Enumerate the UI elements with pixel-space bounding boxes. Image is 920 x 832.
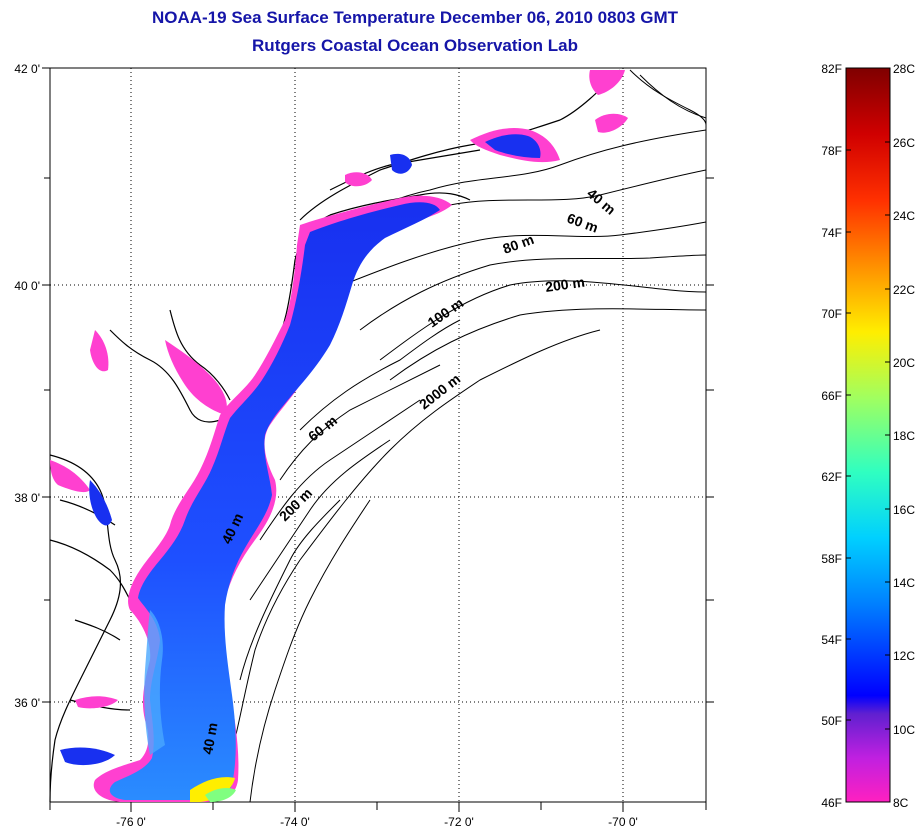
- colorbar-label-f: 58F: [821, 552, 842, 566]
- lon-label: -72 0': [444, 815, 474, 829]
- colorbar-label-f: 82F: [821, 62, 842, 76]
- lat-label: 40 0': [14, 279, 40, 293]
- isobath-contours: [229, 69, 707, 803]
- isobath-label: 40 m: [199, 721, 220, 755]
- tick-marks: [42, 67, 714, 812]
- colorbar-label-f: 46F: [821, 796, 842, 810]
- sst-shading: [50, 70, 628, 803]
- colorbar-label-f: 74F: [821, 226, 842, 240]
- colorbar-ticks: [846, 141, 890, 730]
- colorbar-label-c: 8C: [893, 796, 909, 810]
- colorbar-celsius-labels: 28C 26C 24C 22C 20C 18C 16C 14C 12C 10C …: [893, 62, 915, 810]
- colorbar: 82F 78F 74F 70F 66F 62F 58F 54F 50F 46F …: [821, 62, 915, 810]
- colorbar-label-c: 26C: [893, 136, 915, 150]
- longitude-labels: -76 0' -74 0' -72 0' -70 0': [116, 815, 638, 829]
- colorbar-scale: [845, 67, 891, 803]
- lat-label: 36 0': [14, 696, 40, 710]
- colorbar-label-c: 22C: [893, 283, 915, 297]
- colorbar-label-f: 54F: [821, 633, 842, 647]
- colorbar-label-c: 18C: [893, 429, 915, 443]
- colorbar-fahrenheit-labels: 82F 78F 74F 70F 66F 62F 58F 54F 50F 46F: [821, 62, 842, 810]
- isobath-label: 200 m: [544, 274, 586, 295]
- lat-label: 38 0': [14, 491, 40, 505]
- colorbar-label-c: 16C: [893, 503, 915, 517]
- graticule: [50, 68, 706, 802]
- lat-label: 42 0': [14, 62, 40, 76]
- lon-label: -70 0': [608, 815, 638, 829]
- latitude-labels: 42 0' 40 0' 38 0' 36 0': [14, 62, 40, 710]
- colorbar-label-f: 66F: [821, 389, 842, 403]
- colorbar-label-c: 28C: [893, 62, 915, 76]
- colorbar-label-f: 62F: [821, 470, 842, 484]
- lon-label: -76 0': [116, 815, 146, 829]
- colorbar-label-c: 12C: [893, 649, 915, 663]
- colorbar-label-f: 78F: [821, 144, 842, 158]
- colorbar-label-f: 70F: [821, 307, 842, 321]
- map-subtitle: Rutgers Coastal Ocean Observation Lab: [252, 36, 578, 55]
- colorbar-label-c: 14C: [893, 576, 915, 590]
- colorbar-label-f: 50F: [821, 714, 842, 728]
- colorbar-label-c: 10C: [893, 723, 915, 737]
- map-title: NOAA-19 Sea Surface Temperature December…: [152, 8, 678, 27]
- colorbar-label-c: 20C: [893, 356, 915, 370]
- colorbar-label-c: 24C: [893, 209, 915, 223]
- lon-label: -74 0': [280, 815, 310, 829]
